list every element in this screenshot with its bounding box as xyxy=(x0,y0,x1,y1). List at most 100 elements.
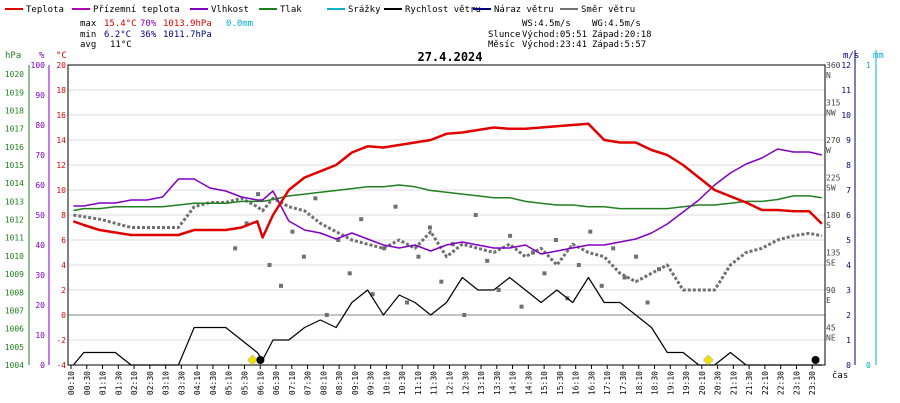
axis-tick-c: 18 xyxy=(56,86,66,95)
x-tick-label: 23:10 xyxy=(792,371,801,395)
direction-point xyxy=(634,254,639,259)
x-tick-label: 19:10 xyxy=(666,371,675,395)
direction-point xyxy=(267,263,272,267)
axis-tick-dir-deg: 180 xyxy=(826,211,841,220)
axis-tick-dir-name: NW xyxy=(826,109,836,118)
x-tick-label: 03:30 xyxy=(177,371,186,395)
x-tick-label: 13:10 xyxy=(477,371,486,395)
direction-point xyxy=(427,225,432,230)
legend-label: Vlhkost xyxy=(211,5,249,15)
axis-tick-c: 20 xyxy=(56,61,66,70)
stats-block: max 15.4°C 70% 1013.9hPa 0.0mm min 6.2°C… xyxy=(80,19,253,50)
x-tick-label: 00:30 xyxy=(83,371,92,395)
stats-max-rain: 0.0mm xyxy=(226,19,253,29)
series-line-smrvtru xyxy=(73,196,823,292)
direction-point xyxy=(473,213,478,217)
axis-tick-dir-name: SW xyxy=(826,184,836,193)
legend: Teplota Přízemní teplota Vlhkost Tlak Srážky… xyxy=(5,5,635,15)
direction-point xyxy=(256,192,261,197)
axis-tick-ms: 5 xyxy=(846,236,851,245)
axis-tick-hpa: 1016 xyxy=(5,143,24,152)
stats-min-humidity: 36% xyxy=(140,30,157,40)
x-axis-label: čas xyxy=(832,370,848,381)
moon-marker xyxy=(811,356,820,364)
axis-tick-pct: 70 xyxy=(35,151,45,160)
axis-tick-pct: 20 xyxy=(35,301,45,310)
x-tick-label: 09:10 xyxy=(351,371,360,395)
axis-tick-mm: 0 xyxy=(866,361,871,370)
moon-marker xyxy=(256,356,265,364)
stats-max-humidity: 70% xyxy=(140,19,157,29)
stats-min-pressure: 1011.7hPa xyxy=(163,30,212,40)
axis-tick-hpa: 1008 xyxy=(5,288,24,297)
axis-tick-hpa: 1018 xyxy=(5,106,24,115)
x-tick-label: 04:30 xyxy=(209,371,218,395)
x-ticks: 00:10 00:30 01:10 01:30 02:10 02:30 03:10 03:30… xyxy=(67,365,817,395)
axis-tick-dir-deg: 225 xyxy=(826,174,841,183)
direction-point xyxy=(244,221,249,226)
axis-tick-c: 10 xyxy=(56,186,66,195)
axis-tick-hpa: 1007 xyxy=(5,306,24,315)
legend-label: Směr větru xyxy=(581,5,635,15)
info-block: WS:4.5m/s WG:4.5m/s Slunce Východ:05:51 … xyxy=(488,19,652,50)
x-tick-label: 17:10 xyxy=(603,371,612,395)
plot-frame xyxy=(67,64,826,366)
x-tick-label: 17:30 xyxy=(619,371,628,395)
axis-tick-hpa: 1005 xyxy=(5,343,24,352)
axis-mm-unit: mm xyxy=(873,51,884,61)
x-tick-label: 22:30 xyxy=(777,371,786,395)
direction-point xyxy=(599,283,604,288)
legend-label: Náraz větru xyxy=(494,5,554,15)
x-tick-label: 04:10 xyxy=(193,371,202,395)
axis-tick-c: -2 xyxy=(56,336,66,345)
direction-point xyxy=(370,292,375,297)
axis-tick-dir-deg: 135 xyxy=(826,249,841,258)
x-tick-label: 16:10 xyxy=(572,371,581,395)
axis-tick-hpa: 1019 xyxy=(5,88,24,97)
axis-tick-pct: 60 xyxy=(35,181,45,190)
axis-tick-dir-name: SE xyxy=(826,259,836,268)
x-tick-label: 13:30 xyxy=(493,371,502,395)
x-tick-label: 21:10 xyxy=(729,371,738,395)
x-tick-label: 14:10 xyxy=(509,371,518,395)
stats-max-temp: 15.4°C xyxy=(104,19,137,29)
axis-pct-unit: % xyxy=(39,51,45,61)
stats-max-pressure: 1013.9hPa xyxy=(163,19,212,29)
axes: 1004100510061007100810091010101110121013… xyxy=(5,50,877,370)
direction-point xyxy=(439,279,444,284)
stats-min-label: min xyxy=(80,30,96,40)
axis-tick-hpa: 1017 xyxy=(5,125,24,134)
direction-point xyxy=(519,304,524,309)
axis-tick-hpa: 1020 xyxy=(5,70,24,79)
axis-tick-ms: 2 xyxy=(846,311,851,320)
x-tick-label: 09:30 xyxy=(367,371,376,395)
axis-tick-c: 12 xyxy=(56,161,66,170)
direction-point xyxy=(278,283,283,288)
x-tick-label: 01:10 xyxy=(99,371,108,395)
direction-point xyxy=(496,288,501,292)
legend-label: Tlak xyxy=(280,5,302,15)
x-tick-label: 21:30 xyxy=(745,371,754,395)
series-line-vlhkost xyxy=(73,148,822,255)
x-tick-label: 06:30 xyxy=(272,371,281,395)
direction-point xyxy=(301,254,306,259)
axis-tick-dir-name: S xyxy=(826,221,831,230)
axis-tick-c: 4 xyxy=(61,261,66,270)
x-tick-label: 07:30 xyxy=(304,371,313,395)
series-line-rychlostvtru xyxy=(72,276,822,366)
x-tick-label: 20:10 xyxy=(698,371,707,395)
x-tick-label: 05:30 xyxy=(240,371,249,395)
axis-tick-c: 14 xyxy=(56,136,66,145)
legend-label: Teplota xyxy=(26,5,64,15)
axis-tick-dir-deg: 270 xyxy=(826,136,841,145)
x-tick-label: 06:10 xyxy=(256,371,265,395)
sun-marker xyxy=(247,354,258,366)
axis-tick-ms: 6 xyxy=(846,211,851,220)
x-tick-label: 15:30 xyxy=(556,371,565,395)
x-tick-label: 03:10 xyxy=(162,371,171,395)
axis-tick-c: 8 xyxy=(61,211,66,220)
series-line-teplota xyxy=(72,122,823,239)
legend-label: Srážky xyxy=(348,5,381,15)
direction-point xyxy=(416,254,421,259)
